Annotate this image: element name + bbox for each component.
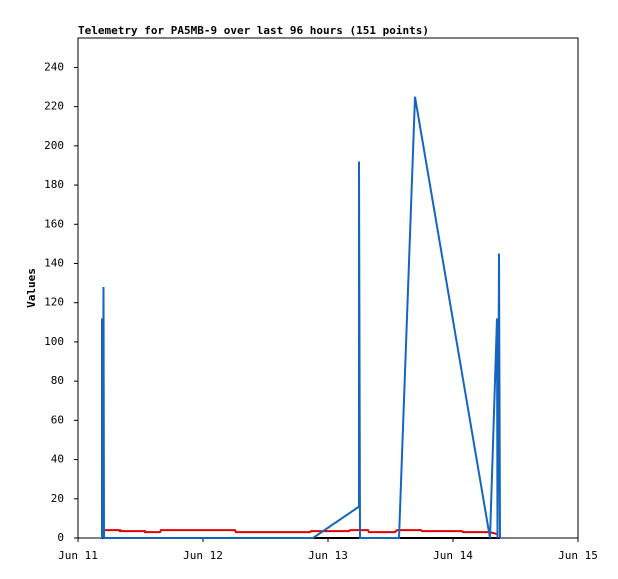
y-tick-label: 100 xyxy=(44,335,64,348)
y-tick-label: 160 xyxy=(44,217,64,230)
y-tick-label: 180 xyxy=(44,178,64,191)
y-tick-label: 0 xyxy=(57,531,64,544)
x-tick-label: Jun 12 xyxy=(183,549,223,562)
data-line xyxy=(101,96,501,539)
y-tick-label: 200 xyxy=(44,139,64,152)
y-tick-label: 240 xyxy=(44,60,64,73)
x-tick-label: Jun 15 xyxy=(558,549,598,562)
y-tick-label: 220 xyxy=(44,100,64,113)
data-line xyxy=(102,529,498,536)
x-tick-label: Jun 11 xyxy=(58,549,98,562)
y-tick-label: 60 xyxy=(51,413,64,426)
chart-title: Telemetry for PA5MB-9 over last 96 hours… xyxy=(78,24,429,37)
y-tick-label: 80 xyxy=(51,374,64,387)
x-tick-label: Jun 13 xyxy=(308,549,348,562)
y-tick-label: 120 xyxy=(44,296,64,309)
y-tick-label: 20 xyxy=(51,492,64,505)
y-tick-label: 40 xyxy=(51,453,64,466)
y-tick-label: 140 xyxy=(44,256,64,269)
x-tick-label: Jun 14 xyxy=(433,549,473,562)
y-axis-label: Values xyxy=(25,268,38,308)
